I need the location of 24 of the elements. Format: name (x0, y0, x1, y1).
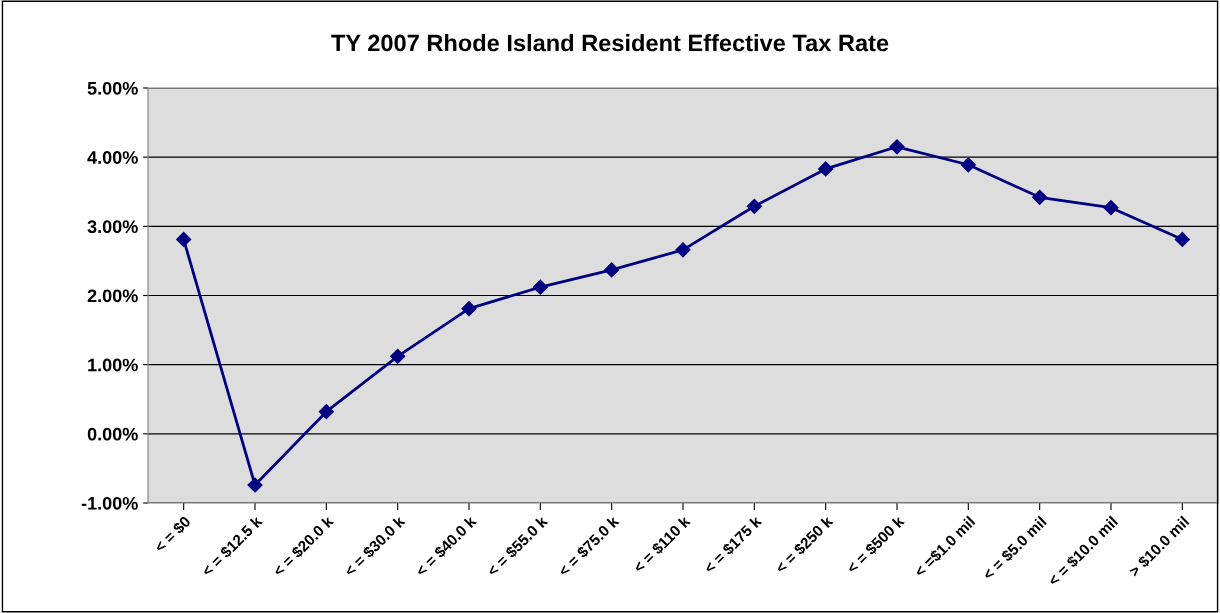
y-tick-label: 2.00% (87, 289, 138, 303)
point (1174, 231, 1190, 248)
point (675, 242, 691, 258)
y-tick-label: -1.00% (81, 496, 138, 510)
x-tick-label: < = $0 (153, 515, 192, 554)
y-tick-label: 5.00% (87, 81, 138, 95)
point (176, 231, 192, 248)
point (746, 198, 762, 214)
point (604, 262, 620, 278)
y-tick-label: 1.00% (88, 358, 138, 372)
chart-title: TY 2007 Rhode Island Resident Effective Tax Rate (331, 34, 889, 52)
point (1103, 200, 1119, 216)
y-tick-label: 0.00% (87, 427, 138, 441)
point (889, 139, 905, 155)
point (532, 279, 548, 295)
y-tick-label: 3.00% (87, 220, 138, 234)
point (247, 477, 263, 493)
point (461, 301, 477, 317)
point (390, 348, 406, 364)
point (1032, 189, 1048, 205)
y-tick-label: 4.00% (87, 151, 138, 164)
point (960, 157, 976, 173)
point (318, 404, 334, 420)
point (818, 161, 834, 177)
